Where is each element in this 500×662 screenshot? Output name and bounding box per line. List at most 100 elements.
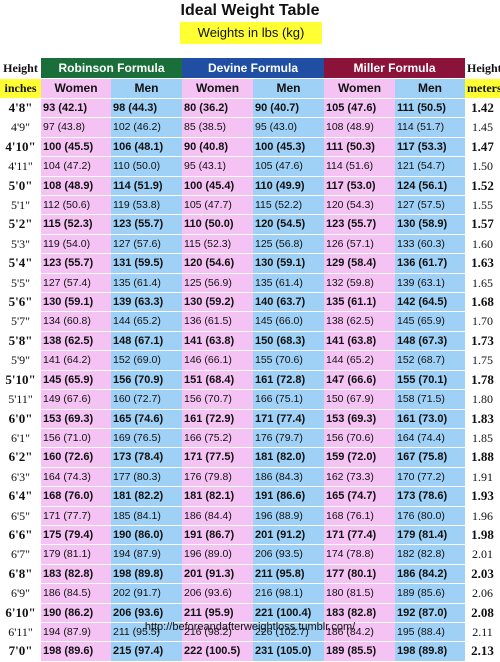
miller-women-cell: 189 (85.5) <box>324 641 395 662</box>
devine-men-cell: 105 (47.6) <box>253 156 324 177</box>
robinson-men-cell: 139 (63.3) <box>111 292 182 313</box>
robinson-women-cell: 97 (43.8) <box>41 117 111 138</box>
height-cell: 6'1" <box>0 428 41 449</box>
devine-men-cell: 211 (95.8) <box>253 564 324 585</box>
devine-women-cell: 186 (84.4) <box>182 506 253 526</box>
robinson-women-cell: 153 (69.3) <box>41 409 111 429</box>
table-row: 6'7" 179 (81.1) 194 (87.9) 196 (89.0) 206 (9… <box>0 544 500 565</box>
meters-cell: 1.47 <box>465 137 500 158</box>
height-cell: 6'10" <box>0 603 41 623</box>
miller-men-cell: 117 (53.3) <box>395 137 466 158</box>
meters-cell: 1.98 <box>465 525 500 546</box>
miller-men-cell: 136 (61.7) <box>395 253 466 274</box>
robinson-women-cell: 145 (65.9) <box>41 370 111 391</box>
miller-women-cell: 177 (80.1) <box>324 564 395 585</box>
miller-men-cell: 155 (70.1) <box>395 370 466 391</box>
miller-women-cell: 126 (57.1) <box>324 234 395 255</box>
devine-men-cell: 100 (45.3) <box>253 137 324 158</box>
meters-cell: 2.08 <box>465 603 500 623</box>
formula-header-row: Height Robinson Formula Devine Formula M… <box>0 58 500 79</box>
devine-men-cell: 125 (56.8) <box>253 234 324 255</box>
height-cell: 4'10" <box>0 137 41 158</box>
devine-women-cell: 206 (93.6) <box>182 583 253 604</box>
miller-men-cell: 189 (85.6) <box>395 583 466 604</box>
table-row: 4'9" 97 (43.8) 102 (46.2) 85 (38.5) 95 (43.0… <box>0 117 500 138</box>
miller-men-cell: 170 (77.2) <box>395 467 466 488</box>
robinson-men-cell: 106 (48.1) <box>111 137 182 158</box>
devine-women-cell: 211 (95.9) <box>182 603 253 623</box>
robinson-women-cell: 115 (52.3) <box>41 214 111 235</box>
robinson-women-cell: 93 (42.1) <box>41 98 111 119</box>
robinson-men-cell: 173 (78.4) <box>111 447 182 468</box>
miller-men-cell: 130 (58.9) <box>395 214 466 235</box>
miller-women-cell: 168 (76.1) <box>324 506 395 526</box>
miller-women-cell: 141 (63.8) <box>324 331 395 352</box>
meters-cell: 1.96 <box>465 506 500 526</box>
height-cell: 6'8" <box>0 564 41 585</box>
miller-men-cell: 167 (75.8) <box>395 447 466 468</box>
robinson-men-cell: 127 (57.6) <box>111 234 182 255</box>
devine-men-cell: 90 (40.7) <box>253 98 324 119</box>
devine-men-cell: 130 (59.1) <box>253 253 324 274</box>
table-row: 5'7" 134 (60.8) 144 (65.2) 136 (61.5) 145 (6… <box>0 311 500 332</box>
robinson-women-cell: 138 (62.5) <box>41 331 111 352</box>
robinson-women-cell: 130 (59.1) <box>41 292 111 313</box>
page-subtitle: Weights in lbs (kg) <box>180 22 322 44</box>
meters-cell: 1.68 <box>465 292 500 313</box>
robinson-men-cell: 169 (76.5) <box>111 428 182 449</box>
meters-cell: 1.63 <box>465 253 500 274</box>
miller-formula-header: Miller Formula <box>324 58 466 79</box>
miller-men-cell: 152 (68.7) <box>395 350 466 371</box>
robinson-men-cell: 194 (87.9) <box>111 544 182 565</box>
robinson-women-cell: 190 (86.2) <box>41 603 111 623</box>
table-row: 4'11" 104 (47.2) 110 (50.0) 95 (43.1) 105 (4… <box>0 156 500 177</box>
robinson-women-cell: 171 (77.7) <box>41 506 111 526</box>
robinson-men-cell: 148 (67.1) <box>111 331 182 352</box>
devine-men-cell: 95 (43.0) <box>253 117 324 138</box>
devine-men-cell: 216 (98.1) <box>253 583 324 604</box>
miller-women-cell: 114 (51.6) <box>324 156 395 177</box>
robinson-women-cell: 175 (79.4) <box>41 525 111 546</box>
robinson-men-cell: 102 (46.2) <box>111 117 182 138</box>
robinson-men-cell: 98 (44.3) <box>111 98 182 119</box>
devine-men-cell: 140 (63.7) <box>253 292 324 313</box>
miller-women-cell: 135 (61.1) <box>324 292 395 313</box>
height-cell: 5'5" <box>0 273 41 294</box>
miller-men-cell: 173 (78.6) <box>395 486 466 507</box>
robinson-women-cell: 100 (45.5) <box>41 137 111 158</box>
devine-women-cell: 171 (77.5) <box>182 447 253 468</box>
robinson-women-cell: 127 (57.4) <box>41 273 111 294</box>
devine-women-cell: 100 (45.4) <box>182 176 253 197</box>
robinson-men-cell: 190 (86.0) <box>111 525 182 546</box>
miller-men-cell: 195 (88.4) <box>395 622 466 643</box>
table-row: 6'0" 153 (69.3) 165 (74.6) 161 (72.9) 171 (7… <box>0 409 500 429</box>
table-row: 6'8" 183 (82.8) 198 (89.8) 201 (91.3) 211 (9… <box>0 564 500 585</box>
meters-cell: 1.91 <box>465 467 500 488</box>
robinson-women-cell: 160 (72.6) <box>41 447 111 468</box>
robinson-men-cell: 152 (69.0) <box>111 350 182 371</box>
meters-cell: 2.11 <box>465 622 500 643</box>
devine-formula-header: Devine Formula <box>182 58 324 79</box>
devine-women-cell: 136 (61.5) <box>182 311 253 332</box>
height-cell: 5'7" <box>0 311 41 332</box>
devine-women-cell: 201 (91.3) <box>182 564 253 585</box>
robinson-men-cell: 185 (84.1) <box>111 506 182 526</box>
devine-men-cell: 231 (105.0) <box>253 641 324 662</box>
miller-men-cell: 148 (67.3) <box>395 331 466 352</box>
table-row: 5'4" 123 (55.7) 131 (59.5) 120 (54.6) 130 (5… <box>0 253 500 274</box>
height-cell: 5'6" <box>0 292 41 313</box>
devine-women-cell: 141 (63.8) <box>182 331 253 352</box>
miller-women-cell: 162 (73.3) <box>324 467 395 488</box>
meters-cell: 1.78 <box>465 370 500 391</box>
devine-men-cell: 110 (49.9) <box>253 176 324 197</box>
height-cell: 5'8" <box>0 331 41 352</box>
table-row: 5'5" 127 (57.4) 135 (61.4) 125 (56.9) 135 (6… <box>0 273 500 294</box>
table-row: 4'10" 100 (45.5) 106 (48.1) 90 (40.8) 100 (4… <box>0 137 500 158</box>
robinson-men-cell: 131 (59.5) <box>111 253 182 274</box>
miller-women-cell: 156 (70.6) <box>324 428 395 449</box>
devine-women-cell: 105 (47.7) <box>182 195 253 216</box>
meters-unit-label: meters <box>465 78 500 99</box>
devine-women-cell: 222 (100.5) <box>182 641 253 662</box>
robinson-formula-header: Robinson Formula <box>41 58 182 79</box>
devine-men-cell: 226 (102.7) <box>253 622 324 643</box>
